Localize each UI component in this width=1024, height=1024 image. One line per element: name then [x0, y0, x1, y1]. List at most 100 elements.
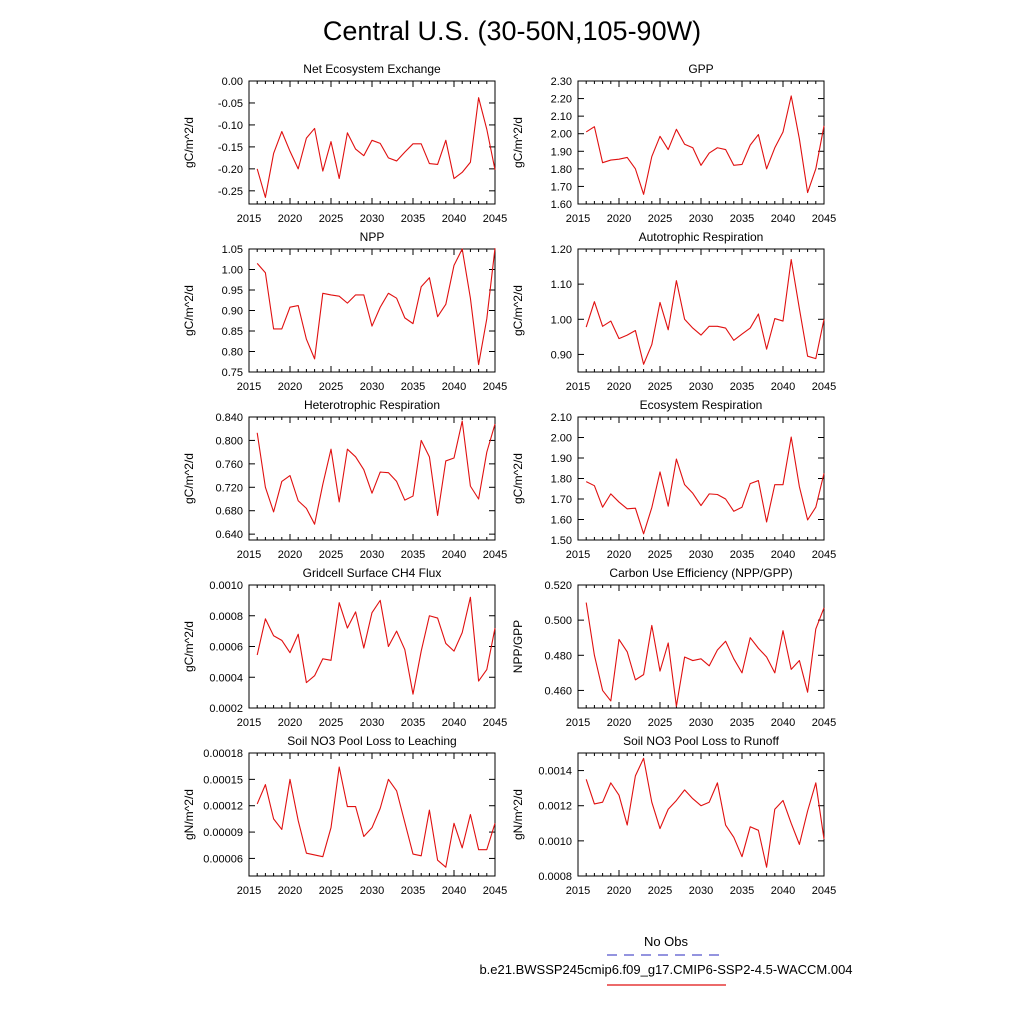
y-axis-label: gN/m^2/d: [182, 789, 196, 840]
y-tick-label: 1.10: [551, 279, 572, 291]
y-tick-label: 0.00015: [203, 774, 243, 786]
y-tick-label: 0.0010: [209, 580, 243, 592]
x-tick-label: 2030: [689, 885, 713, 897]
x-tick-label: 2040: [771, 549, 795, 561]
x-tick-label: 2025: [319, 381, 343, 393]
series-line: [256, 420, 496, 525]
y-tick-label: 0.0002: [209, 703, 243, 715]
x-tick-label: 2025: [319, 549, 343, 561]
chart-panel-9: Soil NO3 Pool Loss to Leaching gN/m^2/d 0.…: [182, 734, 507, 897]
y-tick-label: 0.95: [222, 285, 243, 297]
x-tick-label: 2045: [812, 381, 836, 393]
y-tick-label: 0.0006: [209, 642, 243, 654]
series-line: [256, 97, 496, 198]
plot-frame: [248, 752, 496, 877]
y-axis-label: gC/m^2/d: [182, 117, 196, 168]
y-tick-label: 0.80: [222, 347, 243, 359]
x-tick-label: 2040: [442, 549, 466, 561]
x-tick-label: 2035: [401, 717, 425, 729]
x-tick-label: 2015: [237, 213, 261, 225]
x-tick-label: 2015: [237, 549, 261, 561]
x-tick-label: 2030: [689, 717, 713, 729]
x-tick-label: 2045: [483, 549, 507, 561]
plot-frame: [577, 416, 825, 541]
y-tick-label: 0.0008: [209, 611, 243, 623]
y-tick-label: 1.70: [551, 494, 572, 506]
x-tick-label: 2025: [648, 717, 672, 729]
y-tick-label: 0.00009: [203, 827, 243, 839]
y-tick-label: 0.800: [215, 435, 243, 447]
chart-panel-10: Soil NO3 Pool Loss to Runoff gN/m^2/d 0.00…: [511, 734, 836, 897]
panel-title: Autotrophic Respiration: [639, 230, 764, 244]
series-line: [585, 95, 825, 195]
plot-frame: [577, 584, 825, 709]
x-tick-label: 2040: [771, 717, 795, 729]
x-tick-label: 2020: [278, 717, 302, 729]
x-tick-label: 2020: [278, 549, 302, 561]
x-tick-label: 2030: [689, 381, 713, 393]
x-tick-label: 2035: [401, 213, 425, 225]
x-tick-label: 2035: [730, 549, 754, 561]
chart-panel-8: Carbon Use Efficiency (NPP/GPP) NPP/GPP 0.…: [511, 566, 836, 729]
y-axis-label: gN/m^2/d: [511, 789, 525, 840]
y-axis-label: gC/m^2/d: [182, 285, 196, 336]
x-tick-label: 2040: [442, 885, 466, 897]
y-axis-label: NPP/GPP: [511, 620, 525, 673]
y-tick-label: 0.0012: [538, 801, 572, 813]
y-tick-label: 0.480: [544, 650, 572, 662]
x-tick-label: 2030: [689, 549, 713, 561]
x-tick-label: 2045: [483, 717, 507, 729]
x-tick-label: 2035: [401, 381, 425, 393]
y-tick-label: 0.00: [222, 76, 243, 88]
chart-panel-4: Autotrophic Respiration gC/m^2/d 1.20 1.10 1…: [511, 230, 836, 393]
x-tick-label: 2020: [607, 717, 631, 729]
x-tick-label: 2045: [483, 213, 507, 225]
y-tick-label: 0.720: [215, 482, 243, 494]
y-tick-label: 0.0010: [538, 836, 572, 848]
panel-title: GPP: [688, 62, 713, 76]
y-tick-label: 0.640: [215, 529, 243, 541]
x-tick-label: 2015: [566, 549, 590, 561]
y-tick-label: -0.20: [218, 164, 243, 176]
x-tick-label: 2045: [483, 381, 507, 393]
series-line: [256, 248, 496, 366]
x-tick-label: 2025: [648, 381, 672, 393]
legend-obs-label: No Obs: [644, 934, 689, 949]
y-tick-label: 1.50: [551, 535, 572, 547]
x-tick-label: 2015: [566, 885, 590, 897]
chart-panel-5: Heterotrophic Respiration gC/m^2/d 0.840 0.…: [182, 398, 507, 561]
y-tick-label: 1.60: [551, 199, 572, 211]
y-tick-label: 1.60: [551, 515, 572, 527]
x-tick-label: 2015: [237, 717, 261, 729]
series-line: [256, 596, 496, 695]
x-tick-label: 2020: [607, 213, 631, 225]
y-tick-label: 2.20: [551, 94, 572, 106]
panel-title: Heterotrophic Respiration: [304, 398, 440, 412]
x-tick-label: 2020: [607, 381, 631, 393]
x-tick-label: 2020: [278, 381, 302, 393]
x-tick-label: 2020: [607, 549, 631, 561]
y-tick-label: 1.80: [551, 164, 572, 176]
x-tick-label: 2035: [730, 381, 754, 393]
y-tick-label: -0.25: [218, 186, 243, 198]
series-line: [585, 258, 825, 365]
x-tick-label: 2025: [648, 549, 672, 561]
chart-panel-1: Net Ecosystem Exchange gC/m^2/d 0.00 -0.05 -…: [182, 62, 507, 225]
x-tick-label: 2015: [566, 717, 590, 729]
y-tick-label: 1.70: [551, 181, 572, 193]
chart-panel-6: Ecosystem Respiration gC/m^2/d 2.10 2.00 1.9…: [511, 398, 836, 561]
y-tick-label: 0.85: [222, 326, 243, 338]
x-tick-label: 2020: [278, 885, 302, 897]
y-tick-label: 0.500: [544, 615, 572, 627]
y-tick-label: 0.90: [222, 306, 243, 318]
y-tick-label: 0.0008: [538, 871, 572, 883]
x-tick-label: 2015: [566, 381, 590, 393]
plot-frame: [577, 752, 825, 877]
x-tick-label: 2015: [237, 381, 261, 393]
y-tick-label: 1.80: [551, 474, 572, 486]
y-tick-label: 0.840: [215, 412, 243, 424]
x-tick-label: 2015: [237, 885, 261, 897]
x-tick-label: 2030: [689, 213, 713, 225]
x-tick-label: 2040: [442, 381, 466, 393]
